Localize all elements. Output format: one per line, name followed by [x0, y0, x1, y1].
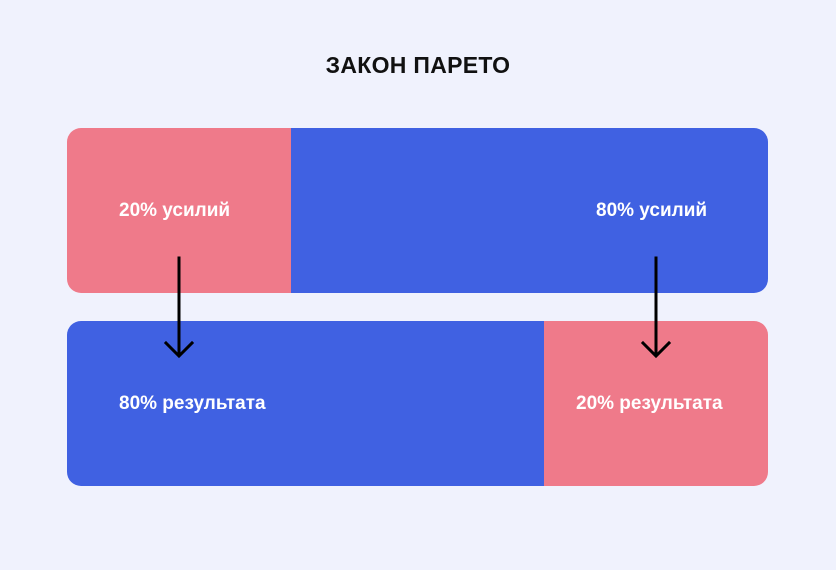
effort-20-segment: 20% усилий	[67, 128, 291, 293]
result-20-label: 20% результата	[576, 392, 723, 414]
effort-20-label: 20% усилий	[119, 199, 231, 221]
effort-bar: 20% усилий 80% усилий	[67, 128, 768, 293]
result-80-segment: 80% результата	[67, 321, 544, 486]
result-bar: 80% результата 20% результата	[67, 321, 768, 486]
result-20-segment: 20% результата	[544, 321, 768, 486]
diagram-title: ЗАКОН ПАРЕТО	[325, 52, 511, 78]
result-80-label: 80% результата	[119, 392, 266, 414]
effort-80-label: 80% усилий	[596, 199, 708, 221]
effort-80-segment: 80% усилий	[291, 128, 768, 293]
